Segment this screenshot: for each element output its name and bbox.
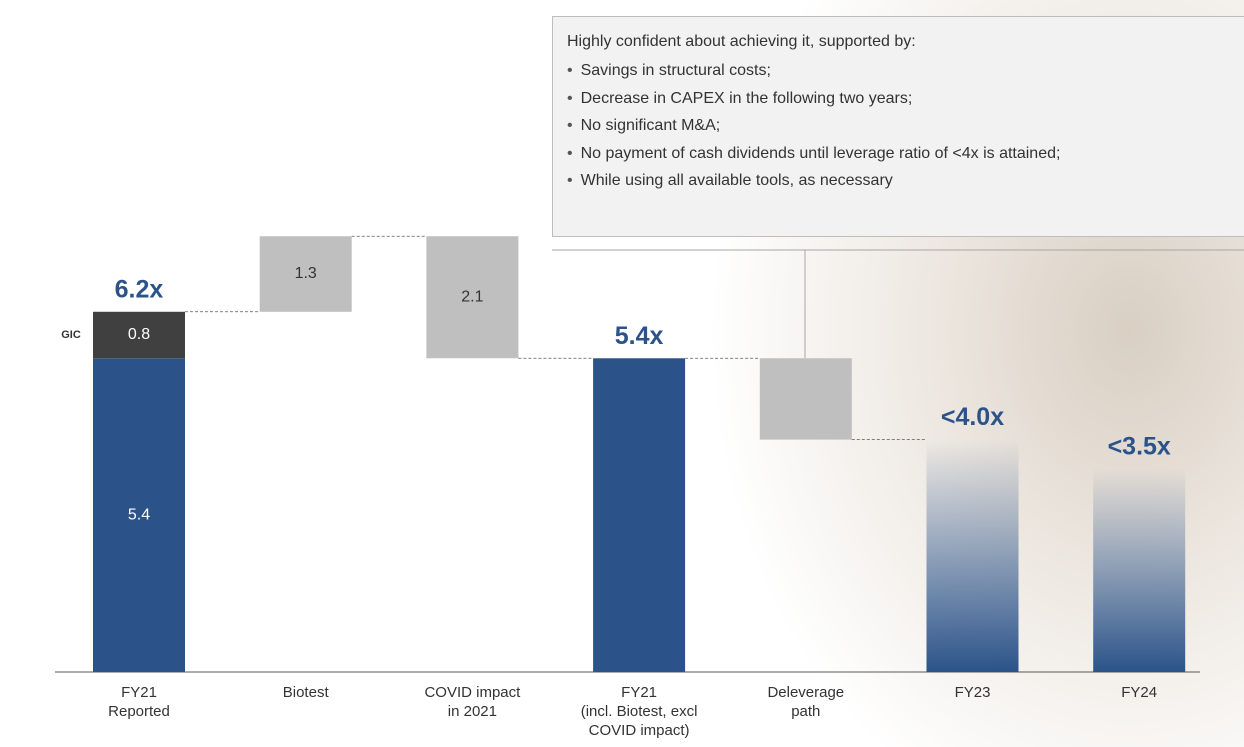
note-box: Highly confident about achieving it, sup…	[552, 16, 1244, 237]
target-label: <3.5x	[1108, 432, 1171, 460]
step-label: 2.1	[461, 288, 483, 305]
category-label: Biotest	[221, 683, 391, 702]
note-bullet: While using all available tools, as nece…	[567, 167, 1230, 195]
bar-step	[760, 358, 852, 439]
category-label: FY23	[888, 683, 1058, 702]
note-heading: Highly confident about achieving it, sup…	[567, 33, 1230, 51]
category-label: FY21 Reported	[54, 683, 224, 721]
category-label: Deleverage path	[721, 683, 891, 721]
category-label: COVID impact in 2021	[387, 683, 557, 721]
segment-label: 0.8	[128, 326, 150, 343]
note-bullet: No payment of cash dividends until lever…	[567, 140, 1230, 168]
category-label: FY24	[1054, 683, 1224, 702]
category-label: FY21 (incl. Biotest, excl COVID impact)	[554, 683, 724, 740]
bar-target	[927, 440, 1019, 672]
bar-segment	[593, 358, 685, 672]
target-label: <4.0x	[941, 403, 1004, 431]
total-label: 6.2x	[115, 275, 164, 303]
page: 5.4 0.8 GIC 6.2x 1.3 2.1 5.4x <4.0x <3.5x Highly…	[0, 0, 1244, 747]
note-bullet: Savings in structural costs;	[567, 57, 1230, 85]
segment-name: GIC	[61, 329, 81, 341]
step-label: 1.3	[295, 265, 317, 282]
note-list: Savings in structural costs;Decrease in …	[567, 57, 1230, 195]
total-label: 5.4x	[615, 322, 664, 350]
segment-label: 5.4	[128, 506, 150, 523]
note-bullet: Decrease in CAPEX in the following two y…	[567, 85, 1230, 113]
bar-target	[1093, 469, 1185, 672]
note-bullet: No significant M&A;	[567, 112, 1230, 140]
